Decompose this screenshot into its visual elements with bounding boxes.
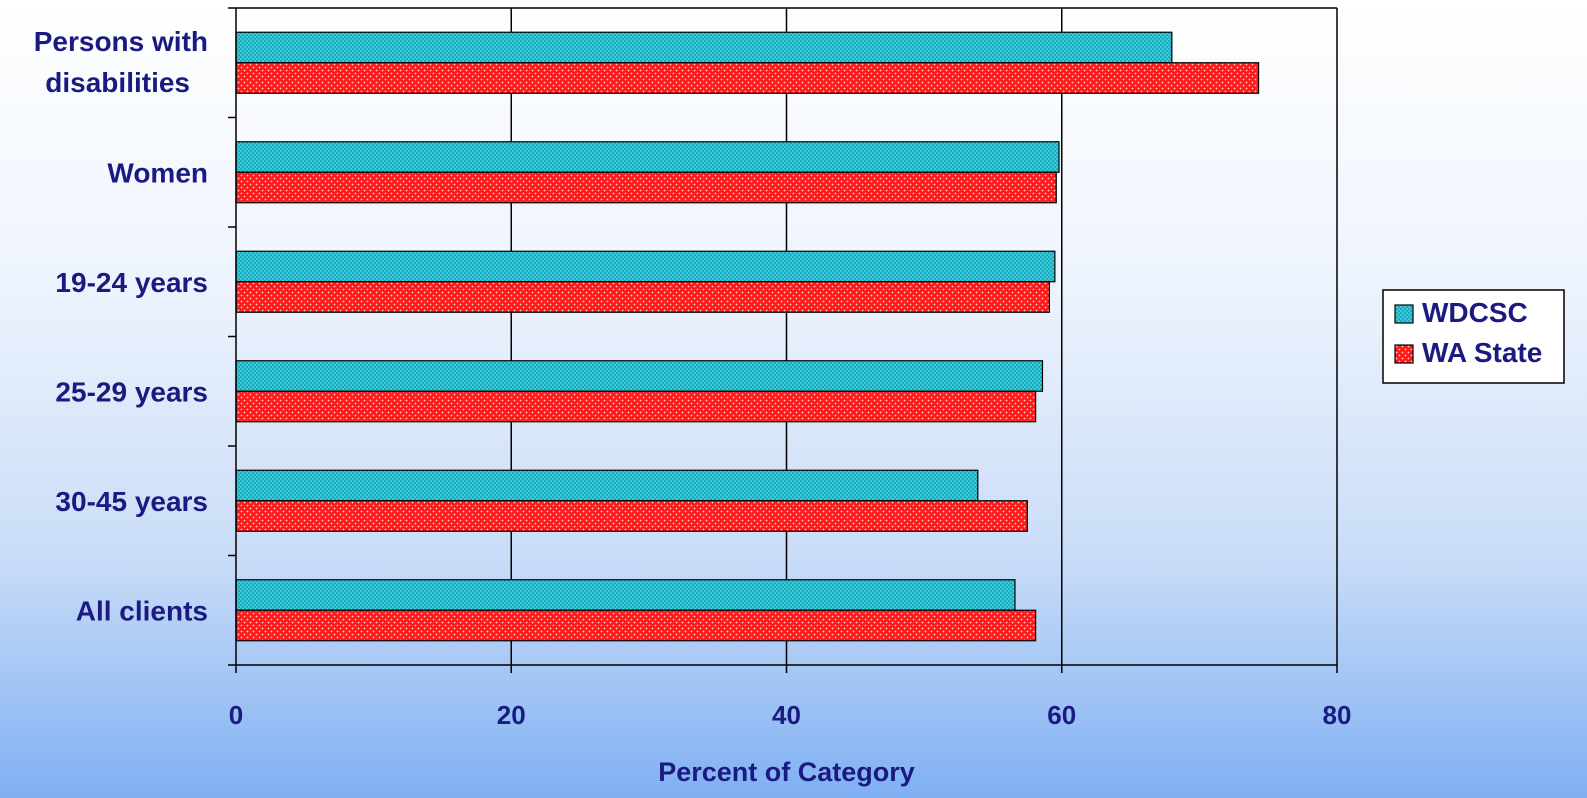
x-axis-title: Percent of Category	[658, 757, 915, 787]
bar-wdcsc	[235, 469, 979, 502]
category-labels: Persons with disabilities Women 19-24 years…	[34, 26, 208, 627]
category-label: All clients	[76, 595, 208, 626]
x-tick-label: 20	[497, 700, 526, 730]
bar-wdcsc	[235, 141, 1060, 173]
gridlines	[235, 8, 1338, 673]
legend-swatch-wa-state	[1394, 344, 1414, 364]
bar-wa-state	[235, 390, 1037, 423]
category-label: 30-45 years	[55, 486, 208, 517]
bar-wa-state	[235, 62, 1260, 94]
category-label: Women	[107, 157, 208, 188]
x-tick-label: 60	[1047, 700, 1076, 730]
bar-wdcsc	[235, 360, 1044, 392]
bar-wa-state	[235, 609, 1037, 642]
x-tick-label: 0	[229, 700, 243, 730]
legend-swatch-wdcsc	[1394, 304, 1414, 324]
x-tick-label: 80	[1323, 700, 1352, 730]
legend-label: WDCSC	[1422, 297, 1528, 328]
legend-box	[1382, 289, 1565, 384]
legend: WDCSC WA State	[1382, 289, 1565, 384]
bars	[235, 31, 1260, 642]
bar-wdcsc	[235, 250, 1056, 283]
category-label-line: disabilities	[45, 67, 190, 98]
bar-wdcsc	[235, 31, 1173, 64]
axes	[228, 7, 1338, 666]
x-tick-labels: 0 20 40 60 80	[229, 700, 1352, 730]
category-label: 25-29 years	[55, 376, 208, 407]
x-tick-label: 40	[772, 700, 801, 730]
bar-wa-state	[235, 171, 1057, 204]
category-label: 19-24 years	[55, 267, 208, 298]
bar-wdcsc	[235, 579, 1016, 611]
category-label-line: Persons with	[34, 26, 208, 57]
bar-wa-state	[235, 500, 1028, 532]
bar-wa-state	[235, 281, 1050, 313]
legend-label: WA State	[1422, 337, 1542, 368]
